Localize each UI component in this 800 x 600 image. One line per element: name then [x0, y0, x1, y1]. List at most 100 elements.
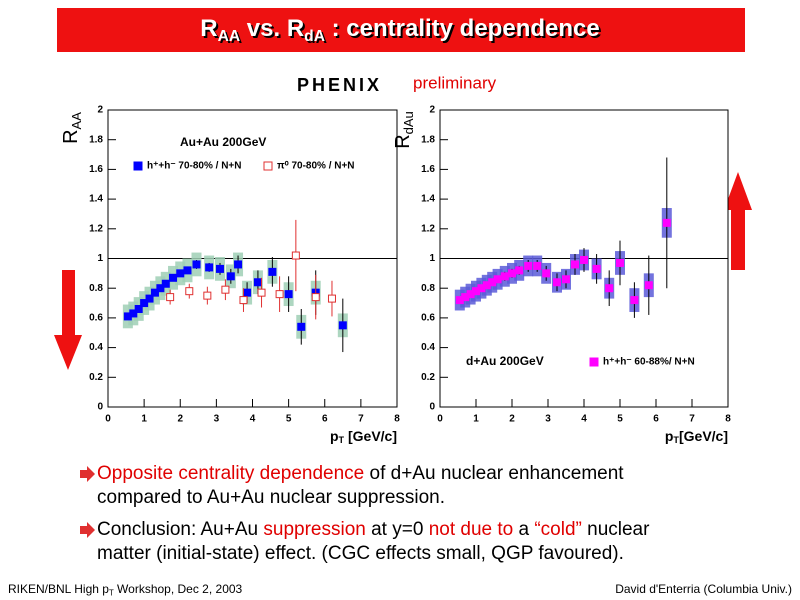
text-part: R	[60, 129, 82, 143]
x-tick-label: 4	[581, 414, 587, 425]
point	[257, 288, 266, 297]
point	[562, 275, 570, 284]
bullets: Opposite centrality dependence of d+Au n…	[80, 463, 650, 564]
bullet-line: matter (initial-state) effect. (CGC effe…	[97, 543, 624, 564]
y-tick-label: 0	[429, 402, 435, 413]
bullet-icon	[80, 466, 95, 482]
y-tick-label: 1.6	[89, 164, 103, 175]
text-part: R	[200, 15, 217, 42]
text-part: nuclear	[582, 519, 650, 540]
text-part: AA	[220, 30, 243, 47]
x-tick-label: 7	[689, 414, 695, 425]
title-bar	[57, 8, 745, 52]
text-part: dA	[304, 28, 325, 45]
x-tick-label: 3	[214, 414, 220, 425]
point	[508, 269, 516, 278]
text-part: : centrality dependence	[327, 17, 602, 44]
y-tick-label: 0.4	[89, 342, 103, 353]
point	[297, 322, 306, 331]
point	[515, 266, 524, 275]
y-tick-label: 0.2	[89, 372, 103, 383]
text-part: compared to Au+Au nuclear suppression.	[97, 487, 445, 508]
text-part: p	[665, 428, 674, 444]
text-part: not due to	[429, 519, 514, 540]
text-part: matter (initial-state) effect. (CGC effe…	[97, 543, 624, 564]
point	[161, 279, 170, 288]
y-tick-label: 0.6	[89, 313, 103, 324]
legend-swatch	[133, 161, 143, 171]
chart: 0 0.2 0.4 0.6 0.8 1 1.2 1.4 1.6 1.8 2 0 1 2 3 4 5 6 7 8 RAA p…	[60, 105, 400, 446]
point	[291, 251, 300, 260]
text-part: Opposite centrality dependence	[97, 463, 364, 484]
text-part: [GeV/c]	[679, 428, 728, 444]
point	[166, 293, 175, 302]
point	[571, 260, 579, 269]
point	[553, 278, 561, 287]
text-part: of d+Au nuclear enhancement	[364, 463, 624, 484]
y-tick-label: 1.2	[89, 223, 103, 234]
point	[275, 290, 284, 299]
point	[134, 304, 143, 313]
x-tick-label: 3	[545, 414, 551, 425]
y-axis-label: RAA	[60, 112, 84, 144]
y-tick-label: 0.8	[89, 283, 103, 294]
footer-right: David d'Enterria (Columbia Univ.)	[615, 582, 792, 596]
point	[205, 263, 214, 272]
point	[284, 290, 293, 299]
x-tick-label: 0	[437, 414, 443, 425]
y-tick-label: 1.4	[421, 194, 435, 205]
bullet-line: Opposite centrality dependence of d+Au n…	[97, 463, 624, 484]
point	[203, 291, 212, 300]
legend-swatch	[589, 357, 599, 367]
chart: 0 0.2 0.4 0.6 0.8 1 1.2 1.4 1.6 1.8 2 0 1 2 3 4 5 6 7 8 RdAu…	[392, 105, 731, 446]
x-axis-label: pT[GeV/c]	[665, 428, 728, 446]
legend-label: h⁺+h⁻ 60-88%/ N+N	[603, 357, 695, 368]
legend-label: π⁰ 70-80% / N+N	[277, 161, 355, 172]
y-tick-label: 0.4	[421, 342, 435, 353]
point	[605, 284, 614, 293]
up-arrow	[724, 172, 752, 270]
y-tick-label: 0.2	[421, 372, 435, 383]
point	[243, 288, 252, 297]
point	[226, 272, 235, 281]
x-tick-label: 1	[141, 414, 147, 425]
point	[616, 258, 624, 267]
point	[500, 272, 509, 281]
text-part: AA	[218, 28, 241, 45]
point	[580, 255, 588, 264]
point	[169, 273, 178, 282]
text-part: R	[202, 17, 219, 44]
text-part: RIKEN/BNL High p	[8, 582, 109, 596]
bullet-line: compared to Au+Au nuclear suppression.	[97, 487, 445, 508]
x-tick-label: 8	[394, 414, 400, 425]
point	[192, 260, 201, 269]
point	[338, 321, 347, 330]
point	[129, 309, 138, 318]
point	[493, 275, 502, 284]
x-tick-label: 0	[105, 414, 111, 425]
footer: RIKEN/BNL High pT Workshop, Dec 2, 2003 D…	[8, 582, 792, 597]
text-part: AA	[69, 112, 84, 130]
point	[156, 284, 165, 293]
text-part: vs. R	[242, 17, 306, 44]
y-tick-label: 1	[97, 253, 103, 264]
point	[542, 269, 551, 278]
bullet-line: Conclusion: Au+Au suppression at y=0 not…	[97, 519, 650, 540]
text-part: T	[339, 436, 345, 446]
bullet-icon	[80, 522, 95, 538]
point	[533, 261, 542, 270]
point	[183, 266, 192, 275]
text-part: at y=0	[366, 519, 429, 540]
legend-label: h⁺+h⁻ 70-80% / N+N	[147, 161, 241, 172]
text-part: “cold”	[534, 519, 582, 540]
point	[150, 288, 159, 297]
point	[311, 293, 320, 302]
text-part: T	[109, 589, 114, 598]
y-tick-label: 2	[429, 105, 435, 116]
text-part: T	[673, 436, 679, 446]
text-part: dAu	[401, 111, 416, 134]
logo-note: preliminary	[413, 73, 497, 92]
text-part: [GeV/c]	[344, 428, 397, 444]
y-tick-label: 1.4	[89, 194, 103, 205]
